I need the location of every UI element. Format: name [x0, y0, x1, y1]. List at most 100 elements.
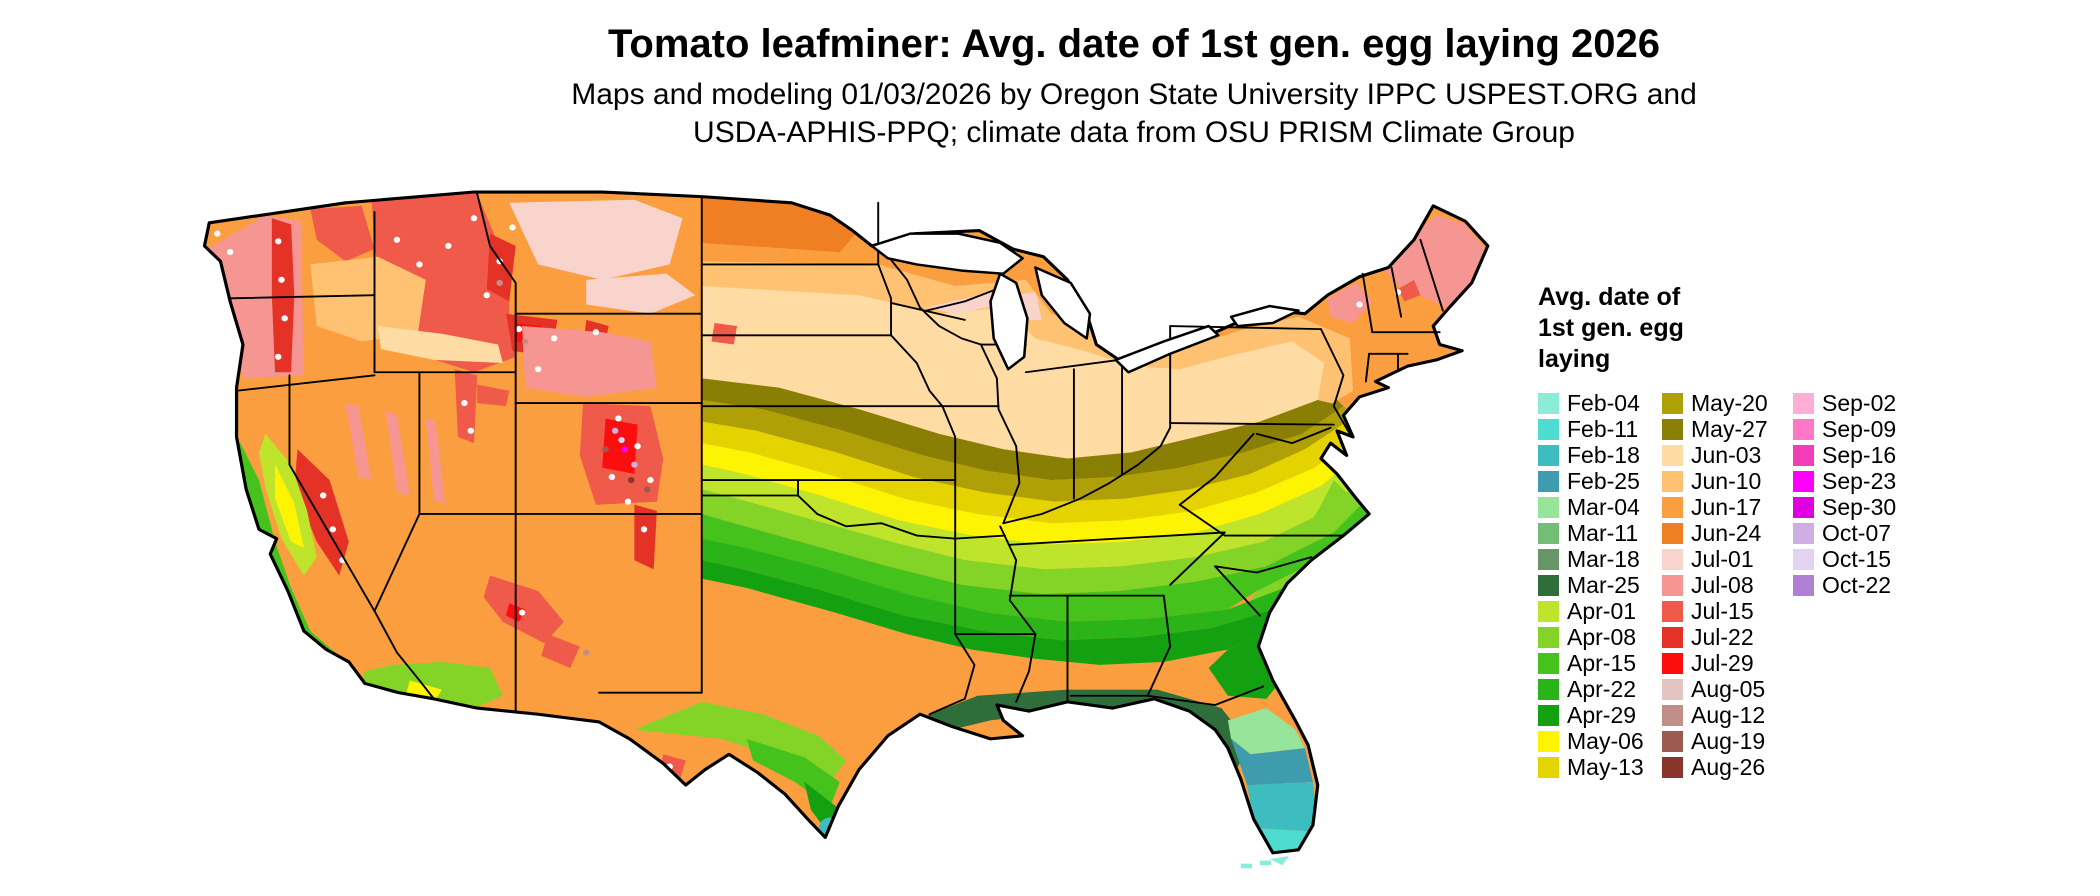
- legend-item: Mar-25: [1538, 572, 1662, 598]
- legend-swatch: [1662, 418, 1683, 440]
- legend-item: Jul-08: [1662, 572, 1793, 598]
- legend-label: Sep-16: [1822, 441, 1897, 468]
- legend-swatch: [1662, 756, 1683, 778]
- legend-item: Jul-15: [1662, 598, 1793, 624]
- legend-item: Apr-01: [1538, 598, 1662, 624]
- legend-item: Aug-19: [1662, 728, 1793, 754]
- legend-label: Jun-24: [1691, 519, 1762, 546]
- legend-item: May-27: [1662, 416, 1793, 442]
- legend-swatch: [1538, 418, 1559, 440]
- legend-item: Aug-12: [1662, 702, 1793, 728]
- legend-swatch: [1662, 652, 1683, 674]
- legend-swatch: [1662, 548, 1683, 570]
- legend-swatch: [1662, 444, 1683, 466]
- legend-item: Mar-11: [1538, 520, 1662, 546]
- legend-label: Apr-22: [1567, 675, 1637, 702]
- legend-item: Sep-16: [1793, 442, 1917, 468]
- legend-label: Jul-15: [1691, 597, 1754, 624]
- legend-swatch: [1793, 548, 1814, 570]
- legend-label: Aug-26: [1691, 753, 1766, 780]
- legend-label: Jul-29: [1691, 649, 1754, 676]
- legend-item: Oct-07: [1793, 520, 1917, 546]
- legend-swatch: [1538, 756, 1559, 778]
- subtitle-line-1: Maps and modeling 01/03/2026 by Oregon S…: [571, 78, 1697, 111]
- legend-item: Jul-22: [1662, 624, 1793, 650]
- legend-columns: Feb-04 Feb-11 Feb-18 Feb-25 Mar-04 Mar-11 Mar-…: [1538, 390, 2078, 780]
- legend-label: Jul-22: [1691, 623, 1754, 650]
- great-lakes: [870, 232, 1300, 374]
- legend-swatch: [1662, 496, 1683, 518]
- legend-item: Sep-02: [1793, 390, 1917, 416]
- legend-item: May-20: [1662, 390, 1793, 416]
- legend-swatch: [1662, 392, 1683, 414]
- legend-label: May-13: [1567, 753, 1644, 780]
- legend-swatch: [1538, 730, 1559, 752]
- legend-swatch: [1538, 600, 1559, 622]
- legend-swatch: [1538, 678, 1559, 700]
- legend-label: Sep-02: [1822, 389, 1897, 416]
- legend-column: May-20 May-27 Jun-03 Jun-10 Jun-17 Jun-24 Jul-…: [1662, 390, 1793, 780]
- legend-label: Apr-08: [1567, 623, 1637, 650]
- legend-swatch: [1662, 522, 1683, 544]
- state-borders: [229, 192, 1444, 716]
- legend-item: Feb-04: [1538, 390, 1662, 416]
- page-subtitle: Maps and modeling 01/03/2026 by Oregon S…: [0, 76, 2100, 152]
- legend-label: Mar-11: [1567, 519, 1639, 546]
- map-color-bands: [204, 192, 1488, 853]
- legend-label: Oct-07: [1822, 519, 1892, 546]
- legend-label: Mar-25: [1567, 571, 1640, 598]
- legend-title: Avg. date of 1st gen. egg laying: [1538, 283, 1684, 373]
- legend-item: Feb-11: [1538, 416, 1662, 442]
- legend-label: Jun-17: [1691, 493, 1762, 520]
- lake-ontario: [1229, 304, 1300, 328]
- legend-item: Aug-26: [1662, 754, 1793, 780]
- legend-item: Oct-22: [1793, 572, 1917, 598]
- legend-swatch: [1662, 678, 1683, 700]
- lake-superior: [870, 232, 1024, 275]
- legend-item: May-06: [1538, 728, 1662, 754]
- legend-label: Oct-15: [1822, 545, 1892, 572]
- header: Tomato leafminer: Avg. date of 1st gen. …: [0, 20, 2100, 152]
- legend-swatch: [1538, 470, 1559, 492]
- legend-item: Jun-24: [1662, 520, 1793, 546]
- legend-label: Aug-12: [1691, 701, 1766, 728]
- legend-item: Apr-15: [1538, 650, 1662, 676]
- legend-swatch: [1538, 392, 1559, 414]
- legend-label: Jun-03: [1691, 441, 1762, 468]
- legend-swatch: [1538, 496, 1559, 518]
- legend-item: Jun-17: [1662, 494, 1793, 520]
- legend-item: Jul-01: [1662, 546, 1793, 572]
- legend-label: Jul-08: [1691, 571, 1754, 598]
- legend-label: Sep-09: [1822, 415, 1897, 442]
- legend-label: Feb-18: [1567, 441, 1640, 468]
- legend-label: Feb-11: [1567, 415, 1639, 442]
- legend-swatch: [1538, 574, 1559, 596]
- legend-item: Sep-23: [1793, 468, 1917, 494]
- us-pest-map: [105, 172, 1645, 896]
- legend-swatch: [1662, 600, 1683, 622]
- legend-swatch: [1793, 522, 1814, 544]
- legend-label: May-20: [1691, 389, 1768, 416]
- legend-swatch: [1538, 652, 1559, 674]
- legend-label: Jul-01: [1691, 545, 1754, 572]
- legend-swatch: [1793, 574, 1814, 596]
- legend-item: Feb-25: [1538, 468, 1662, 494]
- legend-swatch: [1662, 626, 1683, 648]
- legend-label: Jun-10: [1691, 467, 1762, 494]
- legend-label: Sep-23: [1822, 467, 1897, 494]
- legend-item: Sep-09: [1793, 416, 1917, 442]
- legend-item: Mar-18: [1538, 546, 1662, 572]
- legend-item: Apr-22: [1538, 676, 1662, 702]
- legend-swatch: [1793, 496, 1814, 518]
- us-map-svg: [202, 190, 1490, 869]
- lake-huron: [1034, 266, 1092, 340]
- legend-item: Apr-08: [1538, 624, 1662, 650]
- legend-label: May-06: [1567, 727, 1644, 754]
- legend-swatch: [1662, 470, 1683, 492]
- legend-swatch: [1662, 730, 1683, 752]
- legend-swatch: [1538, 626, 1559, 648]
- legend-label: Apr-01: [1567, 597, 1637, 624]
- legend-item: Sep-30: [1793, 494, 1917, 520]
- map-legend: Avg. date of 1st gen. egg laying Feb-04 F…: [1538, 282, 2078, 780]
- legend-item: Jul-29: [1662, 650, 1793, 676]
